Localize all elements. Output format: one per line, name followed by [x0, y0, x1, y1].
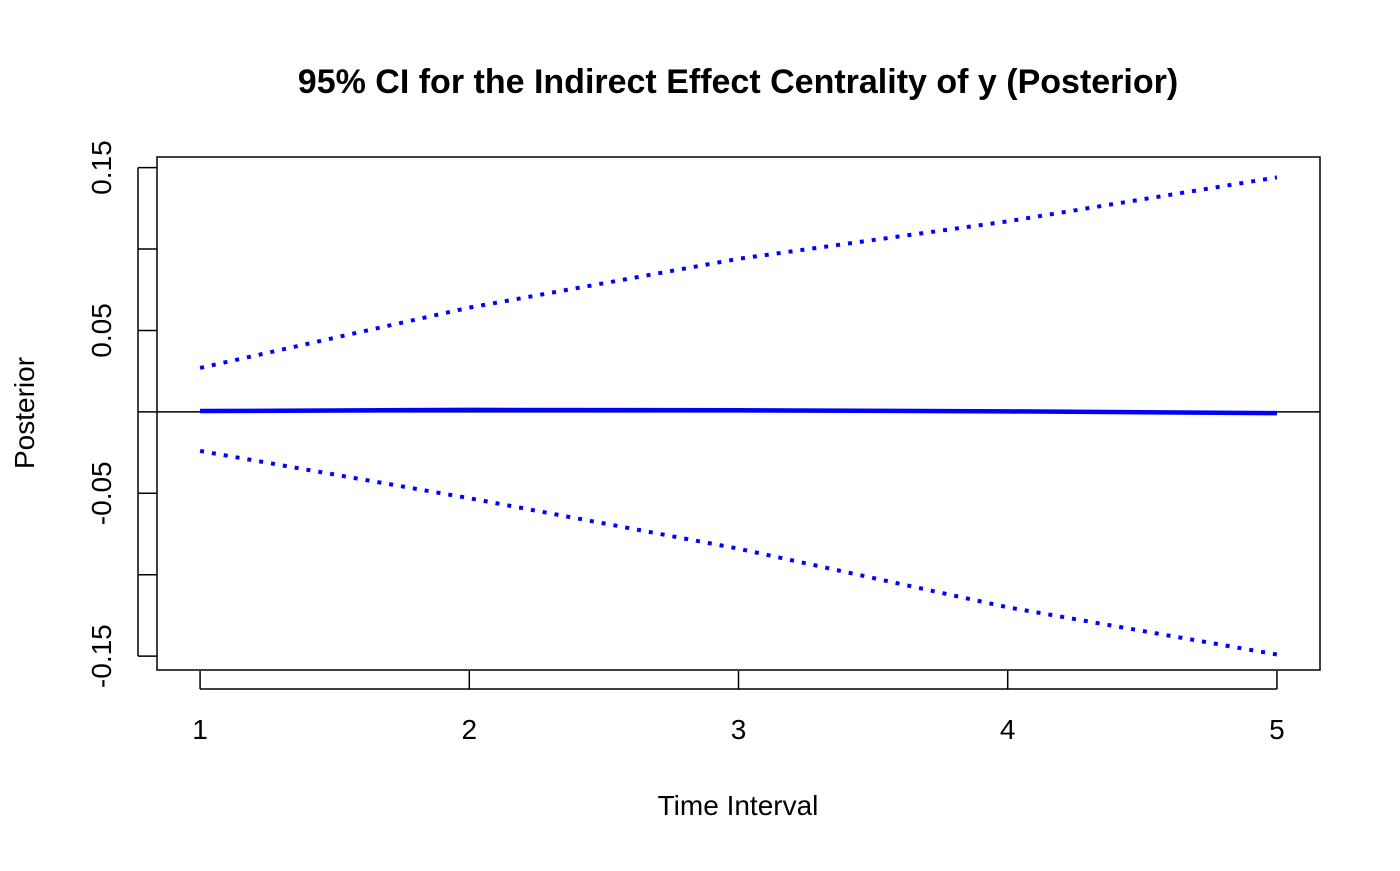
- x-tick-label: 1: [192, 714, 208, 745]
- y-axis: -0.15 -0.05 0.05 0.15: [86, 140, 157, 688]
- x-tick-label: 2: [461, 714, 477, 745]
- series-line-estimate: [200, 407, 1277, 416]
- x-axis: 1 2 3 4 5: [192, 671, 1285, 745]
- series-layer: [199, 175, 1278, 657]
- y-tick-label: 0.15: [86, 140, 117, 195]
- x-axis-label: Time Interval: [658, 790, 819, 821]
- y-tick-label: -0.05: [86, 461, 117, 525]
- series-line-lower: [199, 448, 1278, 657]
- x-tick-label: 5: [1269, 714, 1285, 745]
- series-line-upper: [199, 175, 1278, 370]
- chart-title: 95% CI for the Indirect Effect Centralit…: [298, 63, 1178, 101]
- plot-frame: [156, 156, 1321, 671]
- y-axis-label: Posterior: [9, 357, 40, 469]
- x-tick-label: 3: [731, 714, 747, 745]
- y-tick-label: -0.15: [86, 624, 117, 688]
- y-tick-label: 0.05: [86, 303, 117, 358]
- x-tick-label: 4: [1000, 714, 1016, 745]
